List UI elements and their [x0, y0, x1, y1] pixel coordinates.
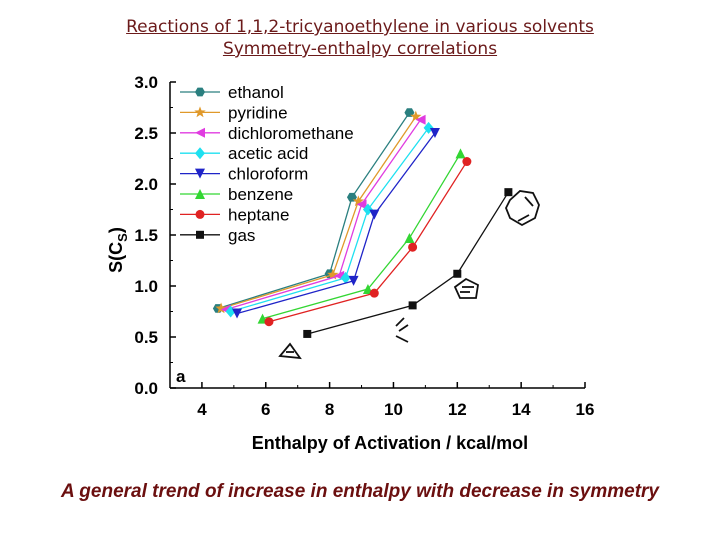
data-point	[423, 121, 434, 134]
data-point	[232, 308, 243, 319]
y-tick-label: 1.5	[134, 226, 158, 245]
panel-label: a	[176, 367, 186, 386]
data-point	[195, 87, 205, 97]
legend-entry: heptane	[180, 205, 289, 224]
data-point	[215, 302, 227, 314]
legend-label: benzene	[228, 185, 293, 204]
legend-label: heptane	[228, 205, 289, 224]
symmetry-enthalpy-chart: 4 6 8 10 12 14 16 0.0 0.5 1.0 1.5 2.0 2.5 3.0 Enthalpy…	[106, 73, 594, 453]
x-tick-label: 4	[197, 400, 207, 419]
series-line	[268, 161, 468, 323]
data-point	[327, 268, 339, 280]
legend-entry: benzene	[180, 185, 293, 204]
legend-entry: pyridine	[180, 103, 288, 122]
legend-label: dichloromethane	[228, 124, 354, 143]
legend-entry: ethanol	[180, 83, 284, 102]
data-point	[408, 242, 418, 252]
series-chloroform	[232, 128, 440, 319]
legend-entry: dichloromethane	[180, 124, 354, 143]
data-point	[453, 269, 462, 278]
x-tick-label: 10	[384, 400, 403, 419]
data-point	[415, 114, 426, 125]
data-point	[352, 195, 365, 207]
series-heptane	[264, 157, 472, 327]
legend-label: ethanol	[228, 83, 284, 102]
x-tick-label: 8	[325, 400, 334, 419]
legend-label: chloroform	[228, 165, 308, 184]
x-tick-label: 16	[576, 400, 595, 419]
y-axis-label-close: )	[106, 227, 126, 233]
y-tick-label: 3.0	[134, 73, 158, 92]
data-point	[195, 127, 205, 138]
series-pyridine	[215, 110, 422, 314]
data-point	[429, 128, 440, 138]
data-point	[455, 148, 466, 159]
legend-entry: acetic acid	[180, 144, 308, 163]
series-line	[220, 116, 417, 310]
slide-title-line-2: Symmetry-enthalpy correlations	[222, 39, 498, 59]
y-axis-label-main: S(C	[106, 242, 126, 273]
data-point	[195, 168, 205, 179]
series-line	[262, 153, 462, 320]
x-axis-label: Enthalpy of Activation / kcal/mol	[252, 433, 528, 453]
data-point	[194, 106, 206, 118]
y-tick-label: 0.5	[134, 328, 158, 347]
legend-label: pyridine	[228, 103, 288, 122]
data-point	[369, 288, 379, 298]
data-point	[195, 147, 205, 160]
legend-label: acetic acid	[228, 144, 308, 163]
legend-label: gas	[228, 226, 255, 245]
series-group	[212, 108, 513, 338]
y-axis-label: S(CS)	[106, 227, 130, 273]
data-point	[264, 317, 274, 327]
data-point	[196, 230, 204, 239]
series-acetic-acid	[225, 121, 434, 318]
data-point	[348, 275, 359, 286]
y-axis-label-subscript: S	[115, 233, 130, 242]
series-line	[307, 191, 509, 335]
data-point	[340, 271, 351, 284]
data-point	[195, 189, 205, 199]
data-point	[404, 233, 415, 244]
data-point	[362, 203, 373, 216]
x-tick-label: 6	[261, 400, 270, 419]
y-tick-label: 0.0	[134, 379, 158, 398]
data-point	[408, 301, 417, 310]
y-tick-label: 1.0	[134, 277, 158, 296]
data-point	[410, 110, 422, 122]
caption: A general trend of increase in enthalpy …	[61, 481, 659, 502]
x-tick-label: 12	[448, 400, 467, 419]
series-gas	[303, 188, 513, 338]
axes: 4 6 8 10 12 14 16 0.0 0.5 1.0 1.5 2.0 2.5 3.0 Enthalpy…	[106, 73, 594, 453]
series-line	[236, 132, 436, 315]
cyclopentadiene-ring-icon	[453, 277, 479, 299]
data-point	[225, 305, 236, 318]
cycloheptatriene-ring-icon	[505, 190, 540, 227]
series-line	[230, 127, 430, 313]
slide-title-line-1: Reactions of 1,1,2-tricyanoethylene in v…	[126, 17, 594, 37]
data-point	[195, 209, 205, 219]
series-line	[217, 112, 410, 310]
data-point	[462, 157, 472, 167]
data-point	[369, 209, 380, 220]
cyclopropene-ring-icon	[278, 342, 302, 360]
legend-entry: gas	[180, 226, 255, 245]
y-tick-label: 2.5	[134, 124, 158, 143]
legend-entry: chloroform	[180, 165, 308, 184]
x-tick-label: 14	[512, 400, 531, 419]
data-point	[303, 329, 312, 338]
data-point	[356, 199, 367, 210]
y-tick-label: 2.0	[134, 175, 158, 194]
alkene-icon	[395, 317, 409, 343]
data-point	[504, 188, 513, 197]
series-line	[225, 119, 422, 311]
